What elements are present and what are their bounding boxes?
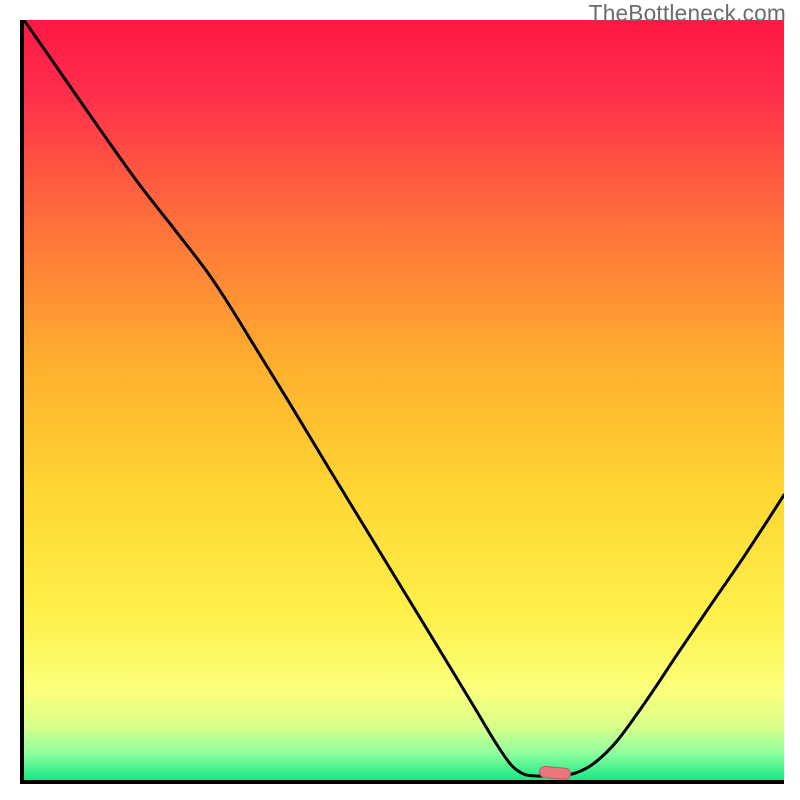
bottleneck-curve bbox=[24, 20, 784, 780]
watermark-label: TheBottleneck.com bbox=[589, 0, 786, 27]
chart-root: TheBottleneck.com bbox=[0, 0, 800, 800]
plot-area bbox=[20, 20, 784, 784]
